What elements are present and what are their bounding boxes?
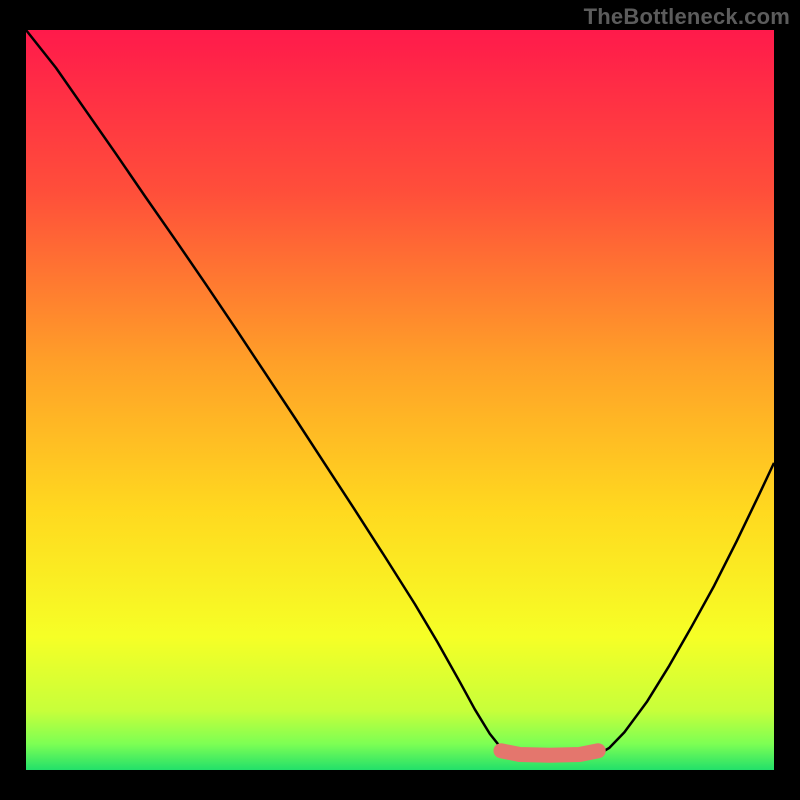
watermark-text: TheBottleneck.com — [584, 4, 790, 30]
optimal-range-bar — [501, 751, 598, 755]
chart-container: TheBottleneck.com — [0, 0, 800, 800]
bottleneck-chart — [0, 0, 800, 800]
gradient-background — [26, 30, 774, 770]
